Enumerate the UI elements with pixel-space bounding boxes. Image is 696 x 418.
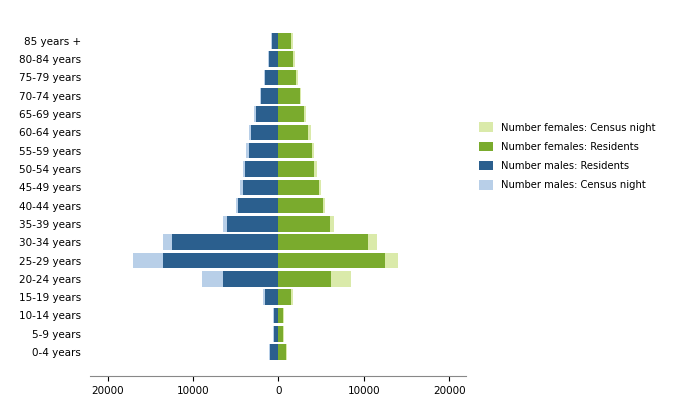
Bar [269,51,278,67]
Bar [278,326,283,342]
Bar [270,344,278,360]
Bar [278,289,293,305]
Bar [278,308,283,323]
Bar [223,271,278,287]
Bar [278,289,291,305]
Bar [202,271,278,287]
Bar [246,143,278,158]
Bar [278,344,287,360]
Bar [278,271,351,287]
Bar [278,271,331,287]
Bar [278,33,291,48]
Bar [264,70,278,85]
Bar [278,106,306,122]
Bar [278,253,398,268]
Bar [274,326,278,342]
Bar [268,51,278,67]
Bar [278,234,368,250]
Bar [278,308,283,323]
Bar [271,33,278,48]
Bar [278,143,312,158]
Bar [251,125,278,140]
Bar [274,326,278,342]
Bar [260,88,278,104]
Bar [163,253,278,268]
Bar [278,51,294,67]
Bar [227,216,278,232]
Bar [236,198,278,214]
Bar [248,125,278,140]
Bar [278,179,319,195]
Bar [278,143,315,158]
Bar [278,106,304,122]
Bar [264,70,278,85]
Bar [278,51,293,67]
Bar [278,216,334,232]
Bar [278,125,308,140]
Bar [278,326,283,342]
Bar [278,198,323,214]
Bar [133,253,278,268]
Bar [271,33,278,48]
Bar [255,106,278,122]
Bar [261,88,278,104]
Bar [278,33,293,48]
Bar [278,88,301,104]
Bar [278,161,315,177]
Bar [278,198,325,214]
Bar [278,179,321,195]
Bar [163,234,278,250]
Bar [240,179,278,195]
Bar [256,106,278,122]
Bar [278,88,300,104]
Bar [278,70,298,85]
Bar [278,253,385,268]
Bar [264,289,278,305]
Bar [223,216,278,232]
Bar [172,234,278,250]
Bar [278,125,311,140]
Bar [278,70,296,85]
Bar [278,234,377,250]
Bar [278,216,330,232]
Bar [274,308,278,323]
Bar [238,198,278,214]
Bar [278,344,286,360]
Bar [245,161,278,177]
Bar [269,344,278,360]
Bar [274,308,278,323]
Bar [278,161,317,177]
Bar [242,161,278,177]
Legend: Number females: Census night, Number females: Residents, Number males: Residents: Number females: Census night, Number fem… [479,122,656,190]
Bar [242,179,278,195]
Bar [248,143,278,158]
Bar [263,289,278,305]
